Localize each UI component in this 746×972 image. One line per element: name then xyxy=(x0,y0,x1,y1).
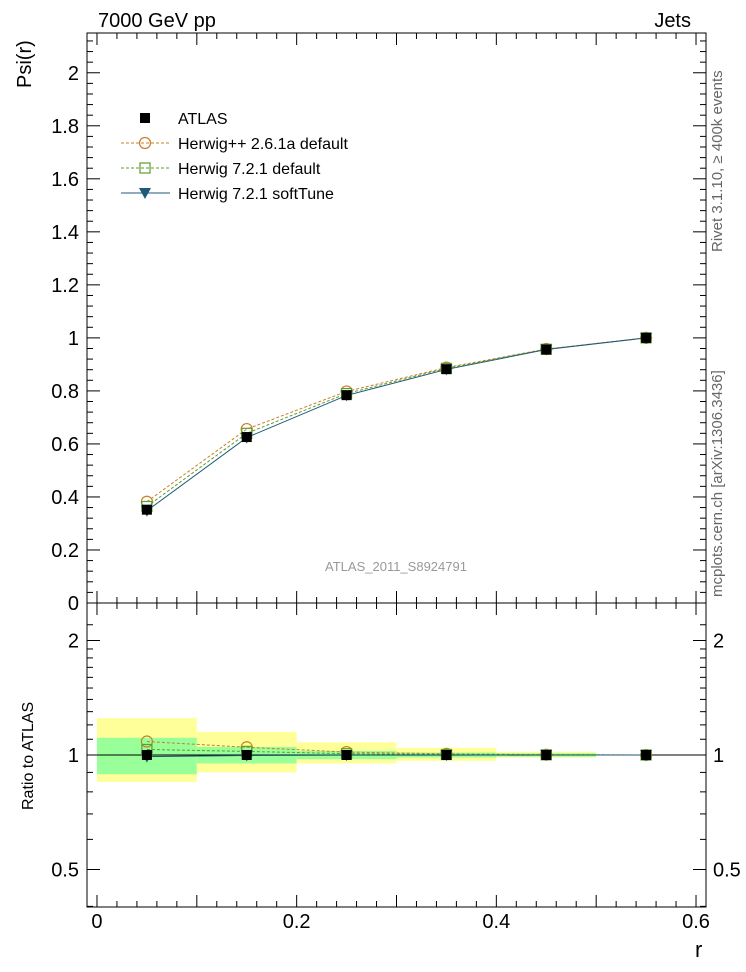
ratio-panel: 0 0.2 0.4 0.6 0.5 0.5 1 1 2 2 xyxy=(51,602,741,933)
x-tick-label: 0 xyxy=(91,911,102,933)
ratio-point-0-3 xyxy=(441,750,452,760)
top-point-0-3 xyxy=(441,364,452,375)
y-tick-label: 0.2 xyxy=(51,540,79,562)
top-point-0-1 xyxy=(241,432,252,443)
legend-marker-1 xyxy=(138,136,152,150)
y-tick-label: 1.8 xyxy=(51,116,79,138)
legend-label-2: Herwig 7.2.1 default xyxy=(178,161,321,178)
y-tick-label: 1.4 xyxy=(51,222,79,244)
legend-label-0: ATLAS xyxy=(178,111,228,128)
ratio-point-1-0 xyxy=(140,735,154,748)
legend-marker-3 xyxy=(139,188,151,199)
top-point-0-2 xyxy=(341,390,352,401)
top-point-0-5 xyxy=(641,332,652,343)
y-tick-label: 2 xyxy=(68,631,79,653)
y-tick-label: 2 xyxy=(68,63,79,85)
y-tick-label: 1.2 xyxy=(51,275,79,297)
top-line-1 xyxy=(146,337,647,503)
side-text-top: Rivet 3.1.10, ≥ 400k events xyxy=(709,70,726,252)
ratio-point-0-5 xyxy=(641,750,652,760)
y-tick-label: 0.5 xyxy=(51,860,79,882)
top-y-axis-label: Psi(r) xyxy=(14,40,36,88)
header-right: Jets xyxy=(654,10,691,32)
ratio-point-0-1 xyxy=(241,750,252,760)
legend-label-1: Herwig++ 2.6.1a default xyxy=(178,136,348,153)
x-tick-label: 0.4 xyxy=(482,911,510,933)
y-tick-label-right: 1 xyxy=(713,745,724,767)
y-tick-label: 0.6 xyxy=(51,434,79,456)
ratio-line-3 xyxy=(146,754,647,758)
ratio-point-0-4 xyxy=(541,750,552,760)
top-point-0-0 xyxy=(141,504,152,515)
x-axis-label: r xyxy=(695,937,702,962)
top-line-3 xyxy=(146,337,647,512)
side-text-bottom: mcplots.cern.ch [arXiv:1306.3436] xyxy=(709,370,726,597)
ratio-point-0-2 xyxy=(341,750,352,760)
y-tick-label: 1.6 xyxy=(51,169,79,191)
bottom-y-axis-label: Ratio to ATLAS xyxy=(20,702,37,810)
legend-label-3: Herwig 7.2.1 softTune xyxy=(178,186,334,203)
y-tick-label: 1 xyxy=(68,745,79,767)
x-tick-label: 0.2 xyxy=(283,911,311,933)
header-left: 7000 GeV pp xyxy=(98,10,216,32)
top-point-0-4 xyxy=(541,344,552,355)
ratio-uncertainty-bands xyxy=(96,718,597,782)
legend-marker-2 xyxy=(139,162,151,174)
y-tick-label-right: 2 xyxy=(713,631,724,653)
legend-marker-0 xyxy=(140,113,150,123)
legend: ATLAS Herwig++ 2.6.1a default Herwig 7.2.1… xyxy=(121,111,348,203)
analysis-id: ATLAS_2011_S8924791 xyxy=(325,559,467,574)
y-tick-label: 0.4 xyxy=(51,487,79,509)
y-tick-label: 0.8 xyxy=(51,381,79,403)
y-tick-label-right: 0.5 xyxy=(713,860,741,882)
y-tick-label: 0 xyxy=(68,593,79,615)
y-tick-label: 1 xyxy=(68,328,79,350)
x-tick-label: 0.6 xyxy=(682,911,710,933)
ratio-point-0-0 xyxy=(141,750,152,760)
top-line-2 xyxy=(146,337,647,507)
